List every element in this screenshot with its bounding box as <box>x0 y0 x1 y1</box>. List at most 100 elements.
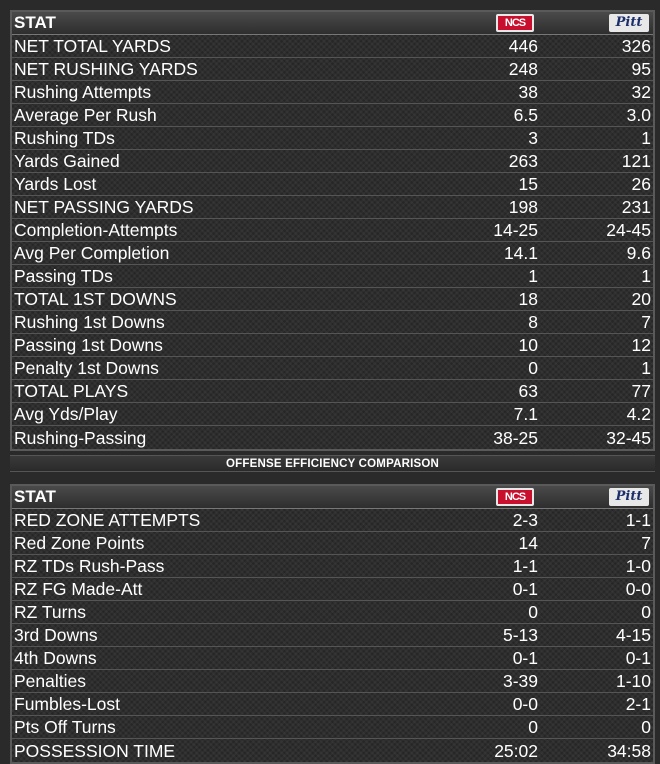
team-b-value: 32 <box>631 82 651 102</box>
stat-label: Yards Lost <box>14 174 97 194</box>
team-b-value: 326 <box>621 36 651 56</box>
table-row: Completion-Attempts 14-25 24-45 <box>12 219 653 242</box>
team-a-column-header: NCS <box>382 488 540 506</box>
table-row: Penalty 1st Downs 0 1 <box>12 357 653 380</box>
stat-label: NET RUSHING YARDS <box>14 59 198 79</box>
stat-label: Rushing 1st Downs <box>14 312 165 332</box>
table-row: 4th Downs 0-1 0-1 <box>12 647 653 670</box>
team-b-value: 0 <box>641 717 651 737</box>
pitt-logo-icon: Pitt <box>609 488 649 506</box>
stat-column-header: STAT <box>14 13 56 32</box>
team-b-value: 0-0 <box>625 579 651 599</box>
table-row: Rushing TDs 3 1 <box>12 127 653 150</box>
nc-state-logo-icon: NCS <box>496 14 534 32</box>
team-a-value: 38-25 <box>493 427 538 448</box>
team-b-column-header: Pitt <box>540 14 653 32</box>
team-b-value: 26 <box>631 174 651 194</box>
table-row: Penalties 3-39 1-10 <box>12 670 653 693</box>
stat-label: 3rd Downs <box>14 625 98 645</box>
team-a-value: 38 <box>518 82 538 102</box>
table-row: Avg Yds/Play 7.1 4.2 <box>12 403 653 426</box>
table-row: RED ZONE ATTEMPTS 2-3 1-1 <box>12 509 653 532</box>
team-b-column-header: Pitt <box>540 488 653 506</box>
stat-label: Rushing TDs <box>14 128 115 148</box>
team-a-value: 446 <box>508 36 538 56</box>
team-b-value: 121 <box>621 151 651 171</box>
stat-label: NET PASSING YARDS <box>14 197 194 217</box>
team-b-value: 7 <box>641 312 651 332</box>
table-row: NET RUSHING YARDS 248 95 <box>12 58 653 81</box>
team-a-value: 0-1 <box>512 648 538 668</box>
team-a-value: 263 <box>508 151 538 171</box>
team-a-value: 248 <box>508 59 538 79</box>
team-b-value: 1-0 <box>625 556 651 576</box>
team-a-value: 3 <box>528 128 538 148</box>
stat-label: Avg Yds/Play <box>14 404 118 424</box>
stat-label: Completion-Attempts <box>14 220 178 240</box>
team-b-value: 1 <box>641 266 651 286</box>
stat-label: Fumbles-Lost <box>14 694 121 714</box>
stat-label: Rushing-Passing <box>14 427 147 448</box>
stat-label: Penalty 1st Downs <box>14 358 159 378</box>
team-a-value: 1-1 <box>512 556 538 576</box>
team-b-value: 77 <box>631 381 651 401</box>
team-a-value: 1 <box>528 266 538 286</box>
table-row: Passing 1st Downs 10 12 <box>12 334 653 357</box>
stat-label: POSSESSION TIME <box>14 740 176 761</box>
team-b-value: 7 <box>641 533 651 553</box>
table-row: Yards Lost 15 26 <box>12 173 653 196</box>
table-row: TOTAL 1ST DOWNS 18 20 <box>12 288 653 311</box>
team-a-value: 5-13 <box>502 625 538 645</box>
offense-rows: NET TOTAL YARDS 446 326 NET RUSHING YARDS 24… <box>12 35 653 449</box>
stat-label: TOTAL 1ST DOWNS <box>14 289 177 309</box>
table-row: Rushing Attempts 38 32 <box>12 81 653 104</box>
team-b-value: 231 <box>621 197 651 217</box>
table-row: Fumbles-Lost 0-0 2-1 <box>12 693 653 716</box>
table-row: POSSESSION TIME 25:02 34:58 <box>12 739 653 762</box>
stat-label: Pts Off Turns <box>14 717 116 737</box>
stat-label: RZ FG Made-Att <box>14 579 143 599</box>
stat-label: Red Zone Points <box>14 533 145 553</box>
team-a-value: 2-3 <box>512 510 538 530</box>
stat-label: Avg Per Completion <box>14 243 170 263</box>
team-b-value: 0 <box>641 602 651 622</box>
table-row: 3rd Downs 5-13 4-15 <box>12 624 653 647</box>
team-b-value: 95 <box>631 59 651 79</box>
table-row: Passing TDs 1 1 <box>12 265 653 288</box>
team-a-value: 0 <box>528 717 538 737</box>
pitt-logo-text: Pitt <box>615 15 643 30</box>
pitt-logo-icon: Pitt <box>609 14 649 32</box>
efficiency-stats-table: STAT NCS Pitt RED ZONE ATTEMPTS 2-3 1-1 Red… <box>10 484 655 764</box>
team-a-value: 14.1 <box>503 243 538 263</box>
team-b-value: 9.6 <box>626 243 651 263</box>
team-a-value: 25:02 <box>494 740 538 761</box>
table-row: Rushing-Passing 38-25 32-45 <box>12 426 653 449</box>
team-a-value: 0 <box>528 358 538 378</box>
team-a-value: 18 <box>518 289 538 309</box>
nc-state-logo-icon: NCS <box>496 488 534 506</box>
pitt-logo-text: Pitt <box>615 489 643 504</box>
table-row: RZ Turns 0 0 <box>12 601 653 624</box>
nc-state-logo-text: NCS <box>504 491 526 503</box>
team-b-value: 1 <box>641 358 651 378</box>
team-b-value: 1-10 <box>615 671 651 691</box>
stat-label: Penalties <box>14 671 86 691</box>
stat-label: Rushing Attempts <box>14 82 152 102</box>
team-a-value: 3-39 <box>502 671 538 691</box>
team-a-value: 14-25 <box>493 220 538 240</box>
team-b-value: 4-15 <box>615 625 651 645</box>
team-b-value: 1 <box>641 128 651 148</box>
team-a-value: 0 <box>528 602 538 622</box>
team-a-value: 10 <box>518 335 538 355</box>
team-b-value: 34:58 <box>607 740 651 761</box>
stat-label: RZ TDs Rush-Pass <box>14 556 165 576</box>
stat-label: 4th Downs <box>14 648 97 668</box>
team-a-value: 0-1 <box>512 579 538 599</box>
team-b-value: 4.2 <box>626 404 651 424</box>
table-row: RZ FG Made-Att 0-1 0-0 <box>12 578 653 601</box>
stat-label: Passing TDs <box>14 266 113 286</box>
team-b-value: 2-1 <box>625 694 651 714</box>
team-a-column-header: NCS <box>382 14 540 32</box>
table-row: Yards Gained 263 121 <box>12 150 653 173</box>
nc-state-logo-text: NCS <box>504 17 526 29</box>
